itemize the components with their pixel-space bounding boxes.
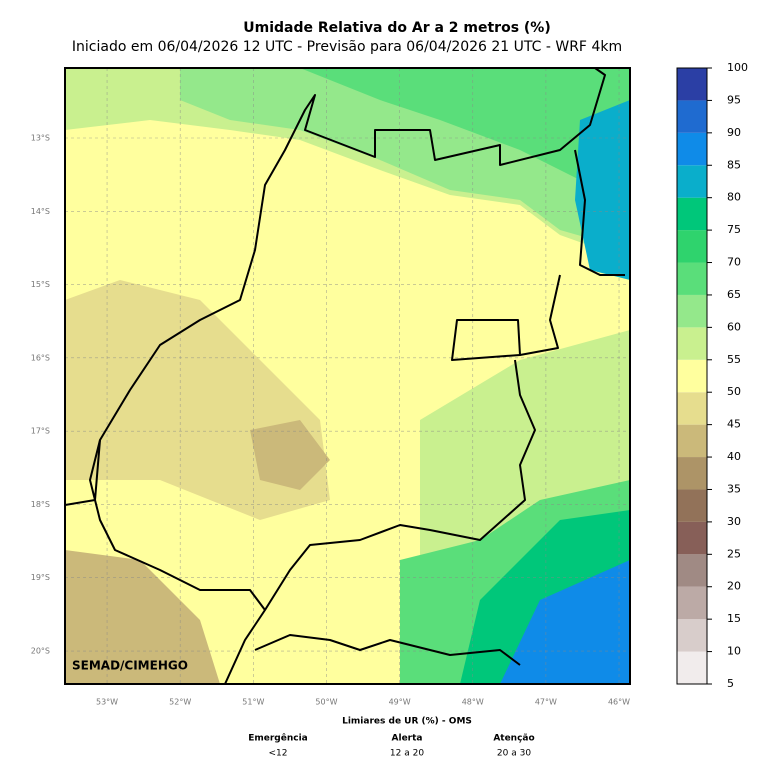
colorbar-segment: [677, 489, 707, 522]
colorbar-segment: [677, 521, 707, 555]
colorbar-label: 55: [727, 353, 741, 366]
colorbar-label: 20: [727, 580, 741, 593]
lat-label: 20°S: [31, 647, 50, 656]
lon-label: 46°W: [608, 698, 630, 707]
title: Umidade Relativa do Ar a 2 metros (%): [243, 20, 550, 36]
lon-label: 51°W: [242, 698, 264, 707]
colorbar-label: 35: [727, 482, 741, 495]
watermark: SEMAD/CIMEHGO: [72, 659, 188, 673]
colorbar-segment: [677, 68, 707, 101]
lon-label: 48°W: [462, 698, 484, 707]
subtitle: Iniciado em 06/04/2026 12 UTC - Previsão…: [72, 39, 622, 55]
colorbar-segment: [677, 327, 707, 360]
lon-label: 49°W: [389, 698, 411, 707]
colorbar-segment: [677, 132, 707, 166]
colorbar-label: 100: [727, 61, 748, 74]
colorbar-label: 60: [727, 320, 741, 333]
humidity-area: [575, 100, 630, 280]
lat-label: 16°S: [31, 353, 50, 362]
map-field: [65, 68, 630, 684]
colorbar-frame: [676, 67, 708, 685]
lat-label: 14°S: [31, 207, 50, 216]
colorbar-label: 80: [727, 191, 741, 204]
colorbar-label: 65: [727, 288, 741, 301]
lon-label: 53°W: [96, 698, 118, 707]
colorbar-label: 70: [727, 256, 741, 269]
lon-label: 52°W: [169, 698, 191, 707]
lon-label: 47°W: [535, 698, 557, 707]
footer-range: 20 a 30: [497, 749, 531, 759]
colorbar-segment: [677, 165, 707, 198]
humidity-area: [300, 68, 630, 200]
state-border: [254, 634, 521, 666]
humidity-area: [65, 550, 220, 684]
lat-label: 13°S: [31, 133, 50, 142]
state-border: [89, 439, 266, 611]
colorbar-segment: [677, 230, 707, 263]
graticule: [65, 68, 630, 684]
footer-range: 12 a 20: [390, 749, 424, 759]
colorbar-segment: [677, 586, 707, 620]
colorbar-label: 75: [727, 223, 741, 236]
state-border: [574, 149, 625, 276]
colorbar-label: 85: [727, 158, 741, 171]
colorbar-segment: [677, 294, 707, 328]
colorbar-label: 25: [727, 547, 741, 560]
colorbar-label: 50: [727, 385, 741, 398]
colorbar-segment: [677, 262, 707, 295]
colorbar-label: 40: [727, 450, 741, 463]
colorbar-label: 5: [727, 677, 734, 690]
colorbar-segment: [677, 197, 707, 231]
state-border: [224, 359, 536, 684]
colorbar-segment: [677, 651, 707, 684]
colorbar-segment: [677, 392, 707, 425]
colorbar-label: 15: [727, 612, 741, 625]
lon-label: 50°W: [315, 698, 337, 707]
state-border: [519, 274, 561, 356]
colorbar-segment: [677, 100, 707, 133]
colorbar-label: 90: [727, 126, 741, 139]
map-frame: [64, 67, 631, 685]
humidity-area: [250, 420, 330, 490]
colorbar-segment: [677, 424, 707, 458]
colorbar-segment: [677, 359, 707, 393]
colorbar-label: 10: [727, 645, 741, 658]
footer-title: Limiares de UR (%) - OMS: [342, 717, 472, 727]
colorbar-label: 30: [727, 515, 741, 528]
footer-level: Alerta: [392, 734, 423, 744]
lat-label: 18°S: [31, 500, 50, 509]
lat-label: 17°S: [31, 427, 50, 436]
state-border: [65, 68, 606, 506]
lat-label: 19°S: [31, 573, 50, 582]
colorbar-label: 45: [727, 418, 741, 431]
footer-range: <12: [269, 749, 288, 759]
footer-level: Emergência: [248, 733, 308, 744]
colorbar-label: 95: [727, 93, 741, 106]
humidity-area: [500, 560, 630, 684]
footer-level: Atenção: [493, 734, 534, 744]
colorbar-segment: [677, 457, 707, 490]
lat-label: 15°S: [31, 280, 50, 289]
colorbar-segment: [677, 619, 707, 652]
colorbar-segment: [677, 554, 707, 587]
